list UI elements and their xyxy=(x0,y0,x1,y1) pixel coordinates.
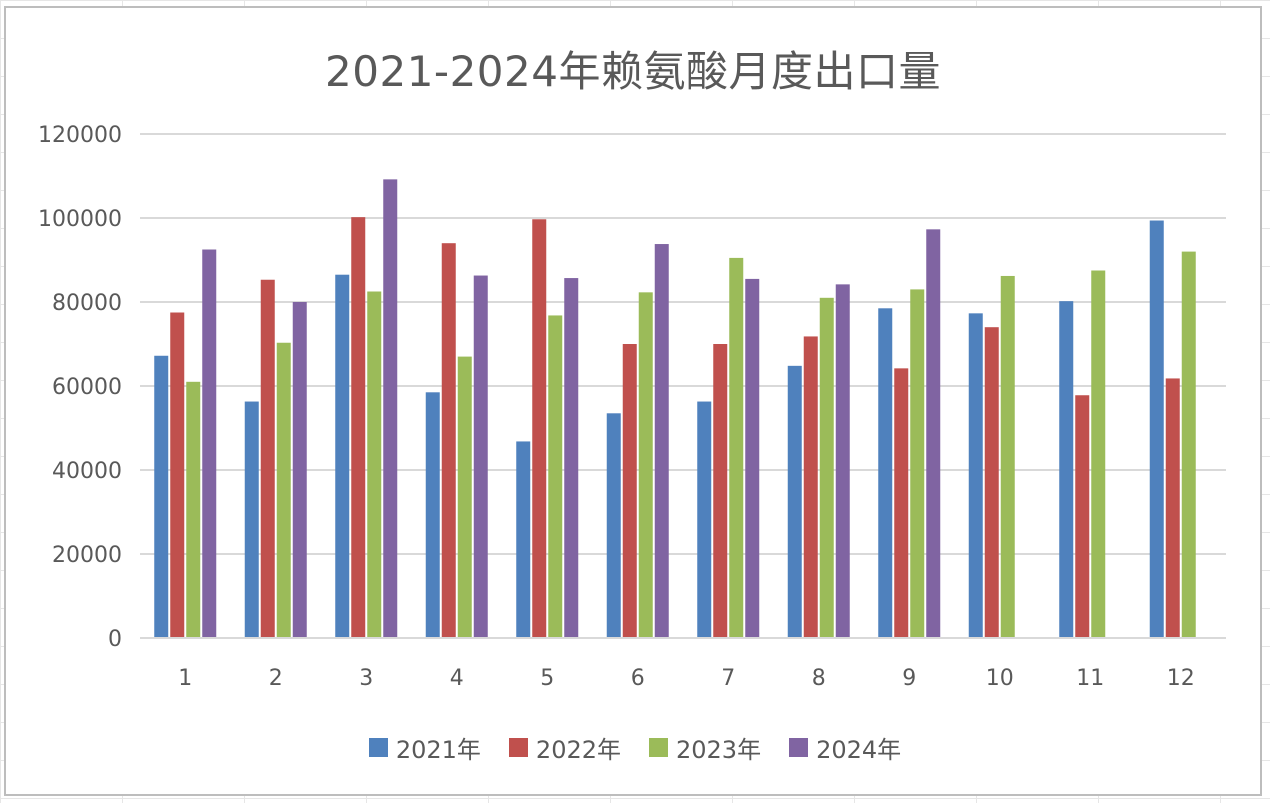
y-tick-label: 40000 xyxy=(52,459,122,484)
y-tick-label: 20000 xyxy=(52,543,122,568)
x-tick-label: 3 xyxy=(359,666,373,691)
legend-item[interactable]: 2023年 xyxy=(649,730,761,765)
bar[interactable] xyxy=(367,291,382,639)
bar[interactable] xyxy=(1181,251,1196,638)
x-tick-label: 6 xyxy=(631,666,645,691)
x-tick-label: 10 xyxy=(986,666,1014,691)
bar[interactable] xyxy=(1165,378,1180,638)
legend-item[interactable]: 2022年 xyxy=(508,730,621,765)
bar[interactable] xyxy=(351,217,366,638)
legend-swatch xyxy=(789,738,809,757)
legend-swatch xyxy=(368,738,388,757)
bar[interactable] xyxy=(202,249,217,639)
bar[interactable] xyxy=(260,279,275,638)
bar[interactable] xyxy=(787,365,802,638)
x-tick-label: 4 xyxy=(450,666,464,691)
bar[interactable] xyxy=(1149,220,1164,638)
bar[interactable] xyxy=(276,342,291,638)
bar[interactable] xyxy=(383,179,398,639)
bar[interactable] xyxy=(186,381,201,638)
x-tick-label: 9 xyxy=(902,666,916,691)
bar[interactable] xyxy=(473,275,488,638)
x-tick-label: 8 xyxy=(812,666,826,691)
bar[interactable] xyxy=(713,344,728,638)
bar[interactable] xyxy=(878,308,893,638)
bar[interactable] xyxy=(926,229,941,638)
bar[interactable] xyxy=(819,297,834,638)
legend: 2021年 2022年 2023年 2024年 xyxy=(0,730,1270,765)
legend-swatch xyxy=(649,738,668,757)
bar[interactable] xyxy=(1091,270,1106,639)
bar[interactable] xyxy=(154,355,169,638)
bar[interactable] xyxy=(1059,301,1074,638)
bar[interactable] xyxy=(638,292,653,638)
legend-label: 2021年 xyxy=(395,736,481,764)
bar[interactable] xyxy=(532,219,547,638)
bar[interactable] xyxy=(984,327,999,638)
bar[interactable] xyxy=(564,278,579,638)
legend-item[interactable]: 2024年 xyxy=(789,730,901,765)
bar[interactable] xyxy=(606,413,621,638)
chart-title: 2021-2024年赖氨酸月度出口量 xyxy=(325,47,941,96)
x-tick-label: 1 xyxy=(178,666,192,691)
bar[interactable] xyxy=(170,312,185,639)
x-tick-label: 5 xyxy=(540,666,554,691)
bar[interactable] xyxy=(1000,275,1015,638)
bar[interactable] xyxy=(425,392,440,638)
bar[interactable] xyxy=(729,257,744,638)
bar[interactable] xyxy=(910,289,925,638)
bar[interactable] xyxy=(457,356,472,638)
legend-label: 2023年 xyxy=(676,736,762,764)
bar[interactable] xyxy=(835,284,850,638)
bar[interactable] xyxy=(697,401,712,638)
bar[interactable] xyxy=(745,278,760,638)
legend-label: 2022年 xyxy=(535,736,621,764)
y-tick-label: 100000 xyxy=(38,207,122,232)
x-tick-label: 11 xyxy=(1076,666,1104,691)
bar[interactable] xyxy=(1075,395,1090,638)
bar[interactable] xyxy=(548,315,563,638)
bar[interactable] xyxy=(622,344,637,638)
bar[interactable] xyxy=(441,243,456,638)
bar[interactable] xyxy=(335,274,350,638)
legend-label: 2024年 xyxy=(816,736,902,764)
bar[interactable] xyxy=(654,244,669,639)
bar[interactable] xyxy=(244,401,259,638)
y-tick-label: 0 xyxy=(108,627,122,652)
bar[interactable] xyxy=(894,368,909,638)
x-tick-label: 7 xyxy=(721,666,735,691)
y-tick-label: 80000 xyxy=(52,291,122,316)
bar[interactable] xyxy=(292,302,307,638)
bar[interactable] xyxy=(803,336,818,638)
y-tick-label: 120000 xyxy=(38,123,122,148)
legend-item[interactable]: 2021年 xyxy=(368,730,481,765)
bar[interactable] xyxy=(968,313,983,638)
legend-swatch xyxy=(508,738,528,757)
bar[interactable] xyxy=(516,441,531,638)
x-tick-label: 12 xyxy=(1167,666,1195,691)
y-tick-label: 60000 xyxy=(52,375,122,400)
x-tick-label: 2 xyxy=(269,666,283,691)
